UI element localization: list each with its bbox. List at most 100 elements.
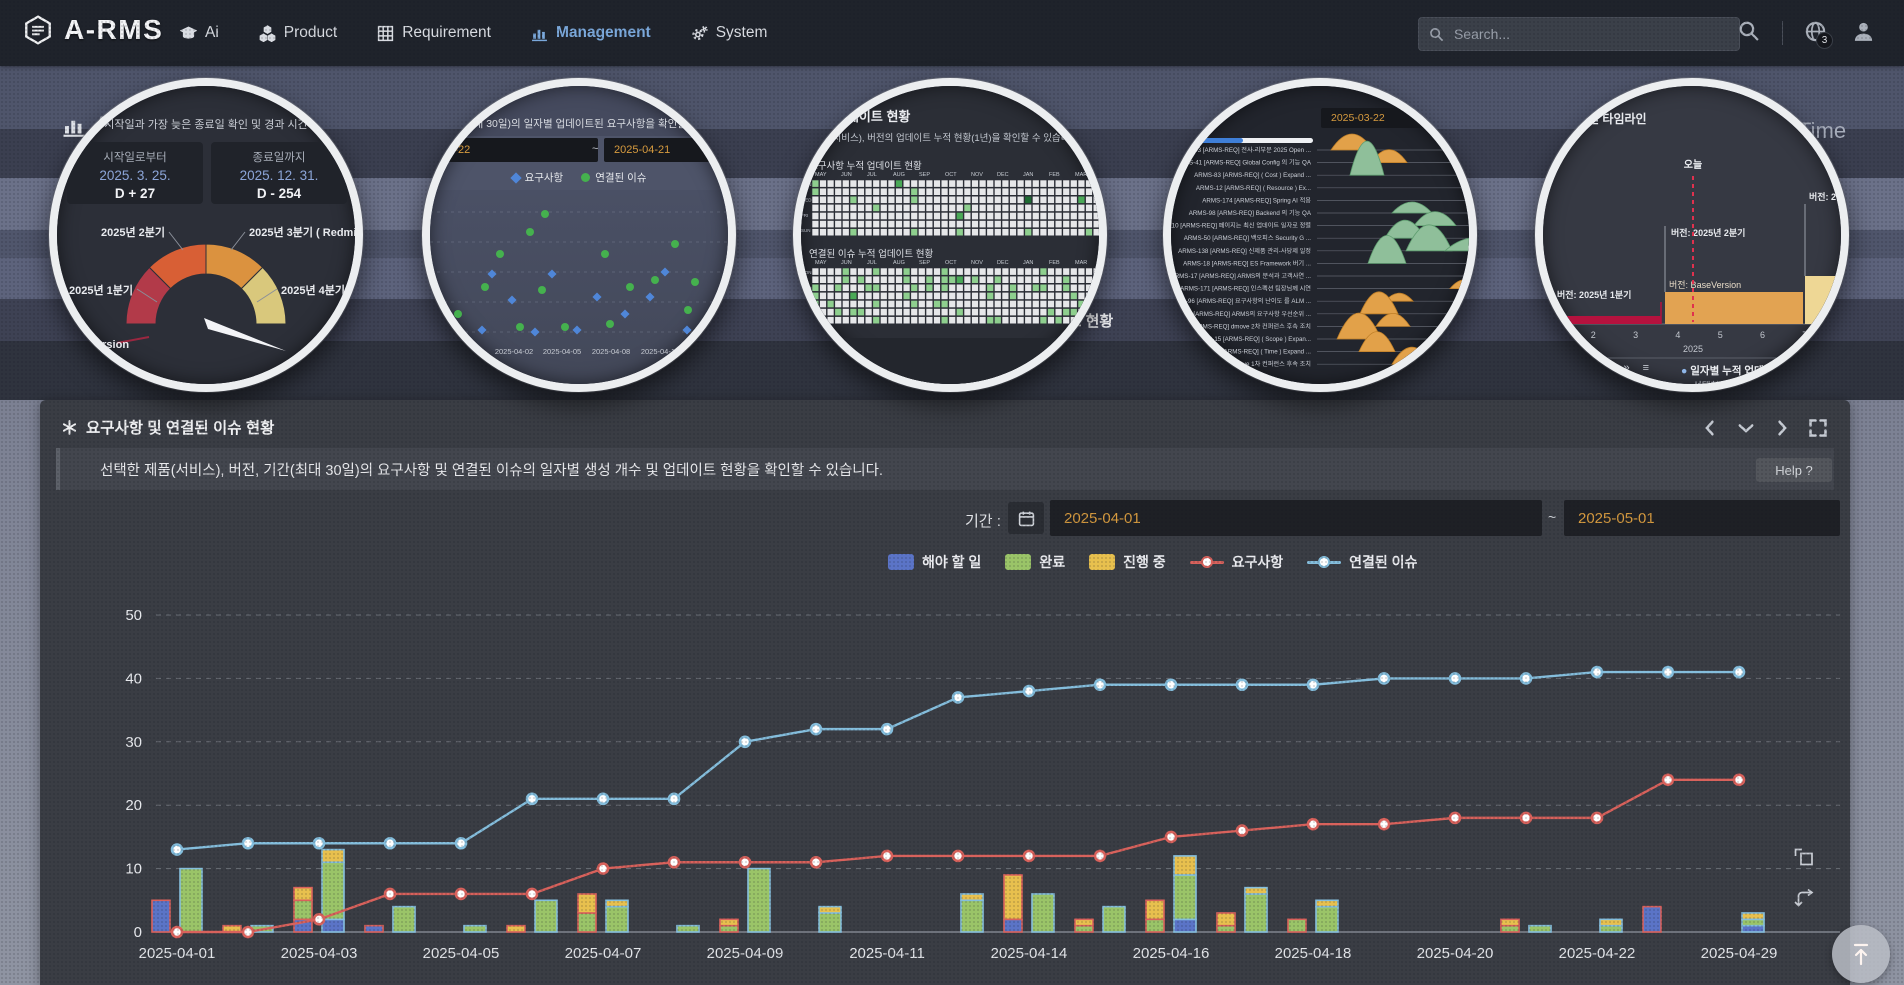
panel-prev-button[interactable] (1700, 418, 1720, 438)
pager-icon[interactable]: » (1623, 362, 1630, 374)
notifications-globe-icon[interactable]: 3 (1804, 20, 1833, 49)
nav-item-label: Management (555, 24, 651, 41)
pager-icon[interactable]: › (1606, 362, 1611, 374)
svg-text:ARMS-110 [ARMS-REQ] 페이지는 최신 업데: ARMS-110 [ARMS-REQ] 페이지는 최신 업데이트 일자로 정렬 (1171, 222, 1311, 230)
user-avatar-icon[interactable] (1852, 20, 1875, 48)
svg-text:ARMS-17 [ARMS-REQ] ARMS의 분석과 고: ARMS-17 [ARMS-REQ] ARMS의 분석과 고객사연 ... (1171, 272, 1311, 280)
stat-to-date: 2025. 12. 31. (239, 168, 319, 183)
svg-text:오늘: 오늘 (1684, 159, 1702, 171)
legend-item-연결된 이슈[interactable]: 연결된 이슈 (1307, 552, 1417, 572)
svg-text:ARMS-59 [ARMS-REQ] dmove 2차 컨퍼: ARMS-59 [ARMS-REQ] dmove 2차 컨퍼런스 후속 조치 (1171, 322, 1311, 330)
scatter-legend-item: 연결된 이슈 (581, 170, 646, 185)
brand-hexagon-icon (25, 15, 51, 45)
svg-text:MAY: MAY (815, 260, 827, 266)
asterisk-icon (62, 419, 77, 435)
svg-text:2: 2 (1591, 330, 1596, 340)
legend-item-완료[interactable]: 완료 (1005, 552, 1065, 572)
restore-icon[interactable] (1792, 886, 1818, 912)
svg-text:ARMS-15 [ARMS-REQ] ( Scope ) E: ARMS-15 [ARMS-REQ] ( Scope ) Expan... (1194, 336, 1311, 343)
ridge-slider-track (1185, 138, 1313, 143)
svg-text:버전: 202: 버전: 202 (1809, 191, 1841, 202)
panel-controls (1700, 418, 1828, 438)
pager-icon[interactable]: ‹ (1590, 362, 1594, 374)
legend-line-marker (1189, 555, 1224, 569)
panel-expand-button[interactable] (1808, 418, 1828, 438)
help-button[interactable]: Help ? (1756, 458, 1832, 482)
scatter-legend-label: 연결된 이슈 (595, 172, 647, 184)
legend-swatch (888, 554, 914, 570)
panel-description-bar: 선택한 제품(서비스), 버전, 기간(최대 30일)의 요구사항 및 연결된 … (56, 448, 1834, 490)
svg-text:NOV: NOV (971, 172, 983, 178)
svg-text:FRI: FRI (801, 213, 808, 218)
legend-item-진행 중[interactable]: 진행 중 (1089, 552, 1166, 572)
svg-text:FRI: FRI (801, 301, 808, 306)
svg-text:AUG: AUG (893, 260, 905, 266)
gauge-chart: 2025년 1분기 2025년 2분기 2025년 3분기 ( Redmine 활용… (57, 86, 355, 384)
nav-item-product[interactable]: Product (259, 24, 337, 42)
panel-collapse-button[interactable] (1736, 418, 1756, 438)
svg-text:DEC: DEC (997, 260, 1009, 266)
search-icon (1430, 27, 1444, 41)
svg-text:ARMS-138 [ARMS-REQ] 신제품 관리-사당제: ARMS-138 [ARMS-REQ] 신제품 관리-사당제 일정 (1178, 247, 1311, 255)
date-from-input[interactable]: 2025-04-01 (1050, 500, 1542, 536)
svg-text:2025년 1분기: 2025년 1분기 (69, 283, 133, 297)
legend-label: 해야 할 일 (922, 554, 982, 570)
svg-text:2025-04-05: 2025-04-05 (423, 945, 500, 962)
legend-item-해야 할 일[interactable]: 해야 할 일 (888, 552, 981, 572)
pager-icon[interactable]: ≡ (1642, 362, 1650, 374)
heatmap-grid-requirements: MAYJUNJULAUGSEPOCTNOVDECJANFEBMARAPRMONW… (801, 170, 1099, 240)
clock-icon (1559, 113, 1571, 124)
svg-text:MON: MON (801, 182, 812, 187)
svg-text:ARMS-12 [ARMS-REQ] ( Resource: ARMS-12 [ARMS-REQ] ( Resource ) Ex... (1196, 185, 1311, 192)
top-nav: A-RMS Ai Product Requirement Management Syst… (0, 0, 1904, 66)
svg-text:0: 0 (134, 924, 142, 941)
gauge-tooltip-text: 시작일과 가장 늦은 종료일 확인 및 경과 시간 (104, 119, 308, 131)
nav-item-label: System (715, 24, 768, 41)
nav-item-requirement[interactable]: Requirement (377, 24, 491, 42)
notification-badge: 3 (1816, 32, 1833, 49)
legend-item-요구사항[interactable]: 요구사항 (1189, 552, 1283, 572)
calendar-button[interactable] (1008, 502, 1044, 534)
stat-from-dday: D + 27 (114, 186, 156, 201)
nav-item-ai[interactable]: Ai (180, 24, 219, 42)
svg-text:JAN: JAN (1023, 260, 1033, 266)
stat-to: 종료일까지 2025. 12. 31. D - 254 (211, 142, 347, 204)
scatter-legend-label: 요구사항 (524, 172, 564, 184)
svg-text:2025-04-09: 2025-04-09 (707, 945, 784, 962)
svg-text:MAR: MAR (1075, 172, 1087, 178)
svg-text:JAN: JAN (1023, 172, 1033, 178)
svg-text:ARMS-96 [ARMS-REQ] 요구사항의 난이도 를: ARMS-96 [ARMS-REQ] 요구사항의 난이도 를 ALM ... (1171, 297, 1311, 305)
main-combo-chart[interactable]: 0 10 20 30 40 50 2025-04-01 2025-04-03 2025-04-0… (100, 590, 1850, 982)
zoom-select-icon[interactable] (1792, 846, 1818, 872)
search-input[interactable] (1452, 25, 1729, 43)
pager-icon[interactable]: « (1571, 362, 1578, 374)
timeline-title-row: 버전 타임라인 (1559, 110, 1647, 127)
cubes-icon (259, 24, 276, 42)
diamond-marker (509, 171, 522, 184)
svg-text:2025-04-13: 2025-04-13 (641, 347, 679, 356)
brand-text: A-RMS (64, 14, 164, 45)
nav-item-management[interactable]: Management (531, 24, 651, 42)
svg-text:30: 30 (125, 734, 142, 751)
svg-text:2025년 4분기 ( G: 2025년 4분기 ( G (281, 283, 355, 297)
search-submit-button[interactable] (1738, 20, 1760, 47)
brand-logo[interactable]: A-RMS (22, 14, 163, 46)
scroll-to-top-button[interactable] (1832, 925, 1890, 983)
update-list-subtitle: 선택한 제품(서 (1693, 378, 1751, 384)
date-to-input[interactable]: 2025-05-01 (1564, 500, 1840, 536)
svg-text:ARMS-41 [ARMS-REQ] Global Conf: ARMS-41 [ARMS-REQ] Global Config 의 기능 QA (1175, 159, 1312, 167)
lens-ridgeline: 2025-03-22 ARMS-43 [ARMS-REQ] 전사-리부문 202… (1163, 78, 1477, 392)
svg-text:JUN: JUN (841, 172, 852, 178)
grid-icon (378, 25, 394, 41)
nav-menu: Ai Product Requirement Management System (180, 0, 767, 66)
heatmap-grid-issues: MAYJUNJULAUGSEPOCTNOVDECJANFEBMARAPRMONW… (801, 258, 1099, 328)
nav-item-system[interactable]: System (691, 24, 768, 42)
legend-line-marker (1307, 555, 1342, 569)
svg-text:MAY: MAY (815, 172, 827, 178)
svg-text:ARMS-95 [ARMS-REQ] ARMS의 요구사항: ARMS-95 [ARMS-REQ] ARMS의 요구사항 우선순위 ... (1171, 310, 1311, 318)
arrow-up-icon (1853, 943, 1869, 966)
svg-text:ARMS-171 [ARMS-REQ] 인스펙션 팀장님께: ARMS-171 [ARMS-REQ] 인스펙션 팀장님께 시연 (1180, 285, 1311, 293)
stat-from-label: 시작일로부터 (103, 152, 167, 164)
panel-next-button[interactable] (1772, 418, 1792, 438)
panel-description: 선택한 제품(서비스), 버전, 기간(최대 30일)의 요구사항 및 연결된 … (100, 462, 884, 479)
